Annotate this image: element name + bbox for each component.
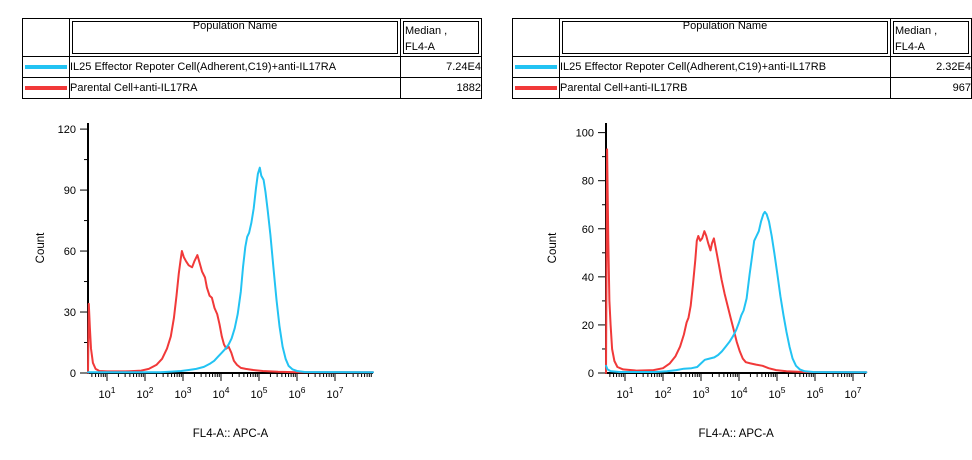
median-header-line1: Median , xyxy=(895,25,938,37)
table-row: Parental Cell+anti-IL17RA 1882 xyxy=(22,77,482,99)
y-tick-label: 0 xyxy=(588,368,594,380)
y-tick-label: 20 xyxy=(582,320,594,332)
median-header-line2: FL4-A xyxy=(895,41,925,53)
x-tick-label: 103 xyxy=(175,385,192,401)
histogram-curve-il25-reporter xyxy=(87,166,374,374)
median-header: Median , FL4-A xyxy=(400,18,482,57)
x-tick-label: 106 xyxy=(807,385,824,401)
x-tick-label: 105 xyxy=(251,385,268,401)
x-tick-label: 107 xyxy=(845,385,862,401)
y-tick-label: 100 xyxy=(576,128,594,140)
x-tick-label: 101 xyxy=(99,385,116,401)
table-row: Parental Cell+anti-IL17RB 967 xyxy=(512,77,972,99)
y-tick-label: 90 xyxy=(64,185,76,197)
y-tick-label: 40 xyxy=(582,272,594,284)
histogram-curve-parental xyxy=(87,250,374,374)
series-color-swatch xyxy=(515,65,557,69)
y-tick-label: 120 xyxy=(58,124,76,136)
median-header: Median , FL4-A xyxy=(890,18,972,57)
population-name-header: Population Name xyxy=(69,18,401,57)
x-tick-label: 106 xyxy=(289,385,306,401)
x-tick-label: 103 xyxy=(693,385,710,401)
population-name: Parental Cell+anti-IL17RA xyxy=(69,77,401,99)
series-color-swatch xyxy=(515,86,557,90)
y-tick-label: 60 xyxy=(64,246,76,258)
median-header-line2: FL4-A xyxy=(405,41,435,53)
series-swatch-cell xyxy=(22,77,70,99)
x-tick-label: 105 xyxy=(769,385,786,401)
median-value: 1882 xyxy=(400,77,482,99)
population-table-il17rb: Population Name Median , FL4-A IL25 Effe… xyxy=(512,18,972,99)
x-tick-label: 107 xyxy=(327,385,344,401)
population-name: Parental Cell+anti-IL17RB xyxy=(559,77,891,99)
x-tick-label: 104 xyxy=(213,385,230,401)
table-header-row: Population Name Median , FL4-A xyxy=(22,18,482,57)
y-tick-label: 30 xyxy=(64,307,76,319)
y-tick-label: 80 xyxy=(582,176,594,188)
x-axis-label: FL4-A:: APC-A xyxy=(698,428,774,440)
table-row: IL25 Effector Repoter Cell(Adherent,C19)… xyxy=(22,56,482,78)
population-table-il17ra: Population Name Median , FL4-A IL25 Effe… xyxy=(22,18,482,99)
series-swatch-cell xyxy=(22,56,70,78)
table-corner-cell xyxy=(512,18,560,57)
histogram-panel-right: 101 102 103 104 105 106 107 0 20 40 60 80 100FL4-A::… xyxy=(547,123,868,440)
x-tick-label: 102 xyxy=(137,385,154,401)
series-color-swatch xyxy=(25,86,67,90)
population-name: IL25 Effector Repoter Cell(Adherent,C19)… xyxy=(69,56,401,78)
histogram-curve-parental xyxy=(605,148,868,374)
population-name-header: Population Name xyxy=(559,18,891,57)
median-value: 7.24E4 xyxy=(400,56,482,78)
y-axis-label: Count xyxy=(35,232,47,263)
x-tick-label: 104 xyxy=(731,385,748,401)
table-corner-cell xyxy=(22,18,70,57)
median-header-line1: Median , xyxy=(405,25,448,37)
histogram-curve-il25-reporter xyxy=(605,210,868,374)
median-value: 2.32E4 xyxy=(890,56,972,78)
series-swatch-cell xyxy=(512,77,560,99)
y-tick-label: 60 xyxy=(582,224,594,236)
x-tick-label: 102 xyxy=(655,385,672,401)
table-header-row: Population Name Median , FL4-A xyxy=(512,18,972,57)
y-axis-label: Count xyxy=(547,232,559,263)
x-tick-label: 101 xyxy=(617,385,634,401)
x-axis-label: FL4-A:: APC-A xyxy=(193,428,269,440)
y-tick-label: 0 xyxy=(70,368,76,380)
series-color-swatch xyxy=(25,65,67,69)
median-value: 967 xyxy=(890,77,972,99)
